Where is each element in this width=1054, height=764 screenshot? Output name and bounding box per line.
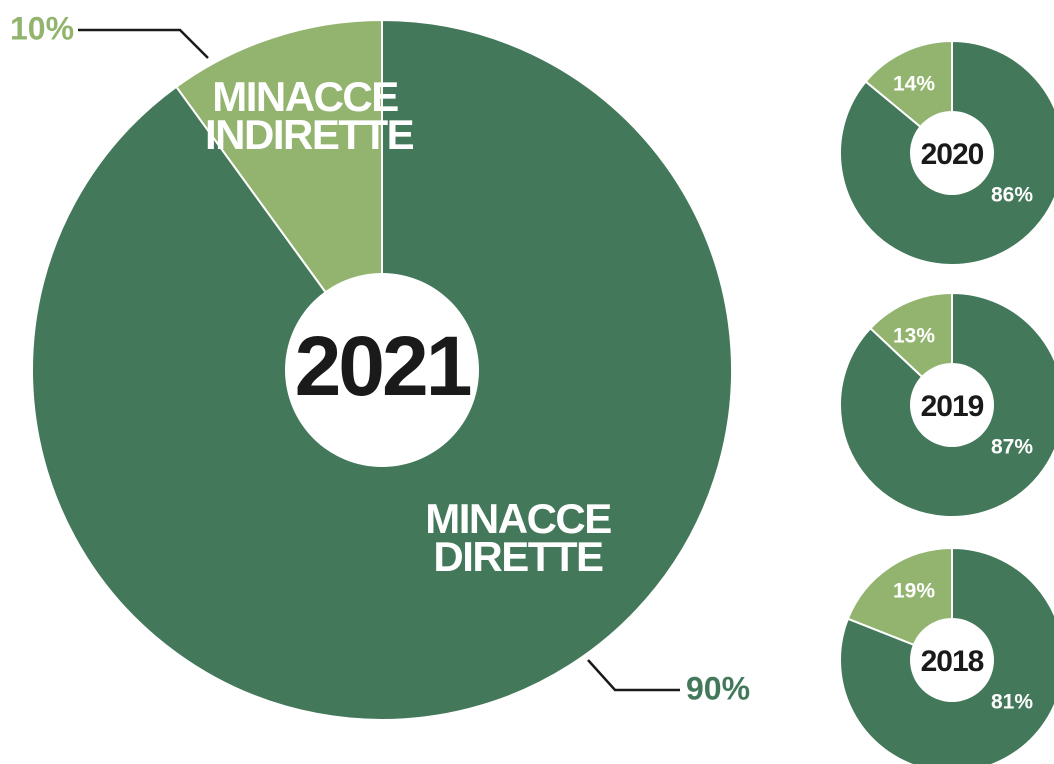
pie-slice [31, 18, 733, 721]
center-label: 2021 [295, 319, 471, 413]
value-label: 86% [991, 184, 1033, 207]
center-label: 2019 [921, 390, 984, 423]
center-label: 2020 [921, 138, 984, 171]
pie-slice [839, 546, 1054, 764]
center-hole [910, 618, 994, 702]
center-hole [910, 111, 994, 195]
value-label: 13% [893, 325, 935, 348]
category-label: MINACCE INDIRETTE [205, 73, 415, 158]
center-hole [910, 363, 994, 447]
value-label: 19% [893, 580, 935, 603]
value-label: 87% [991, 436, 1033, 459]
center-hole [285, 273, 479, 467]
center-label: 2018 [921, 645, 984, 678]
leader-line [78, 28, 209, 59]
value-label: 14% [893, 73, 935, 96]
value-label: 81% [991, 691, 1033, 714]
leader-line [587, 659, 680, 692]
value-label: 90% [686, 670, 750, 706]
value-label: 10% [10, 10, 74, 46]
pie-slice [174, 18, 383, 374]
category-label: MINACCE DIRETTE [425, 495, 612, 580]
